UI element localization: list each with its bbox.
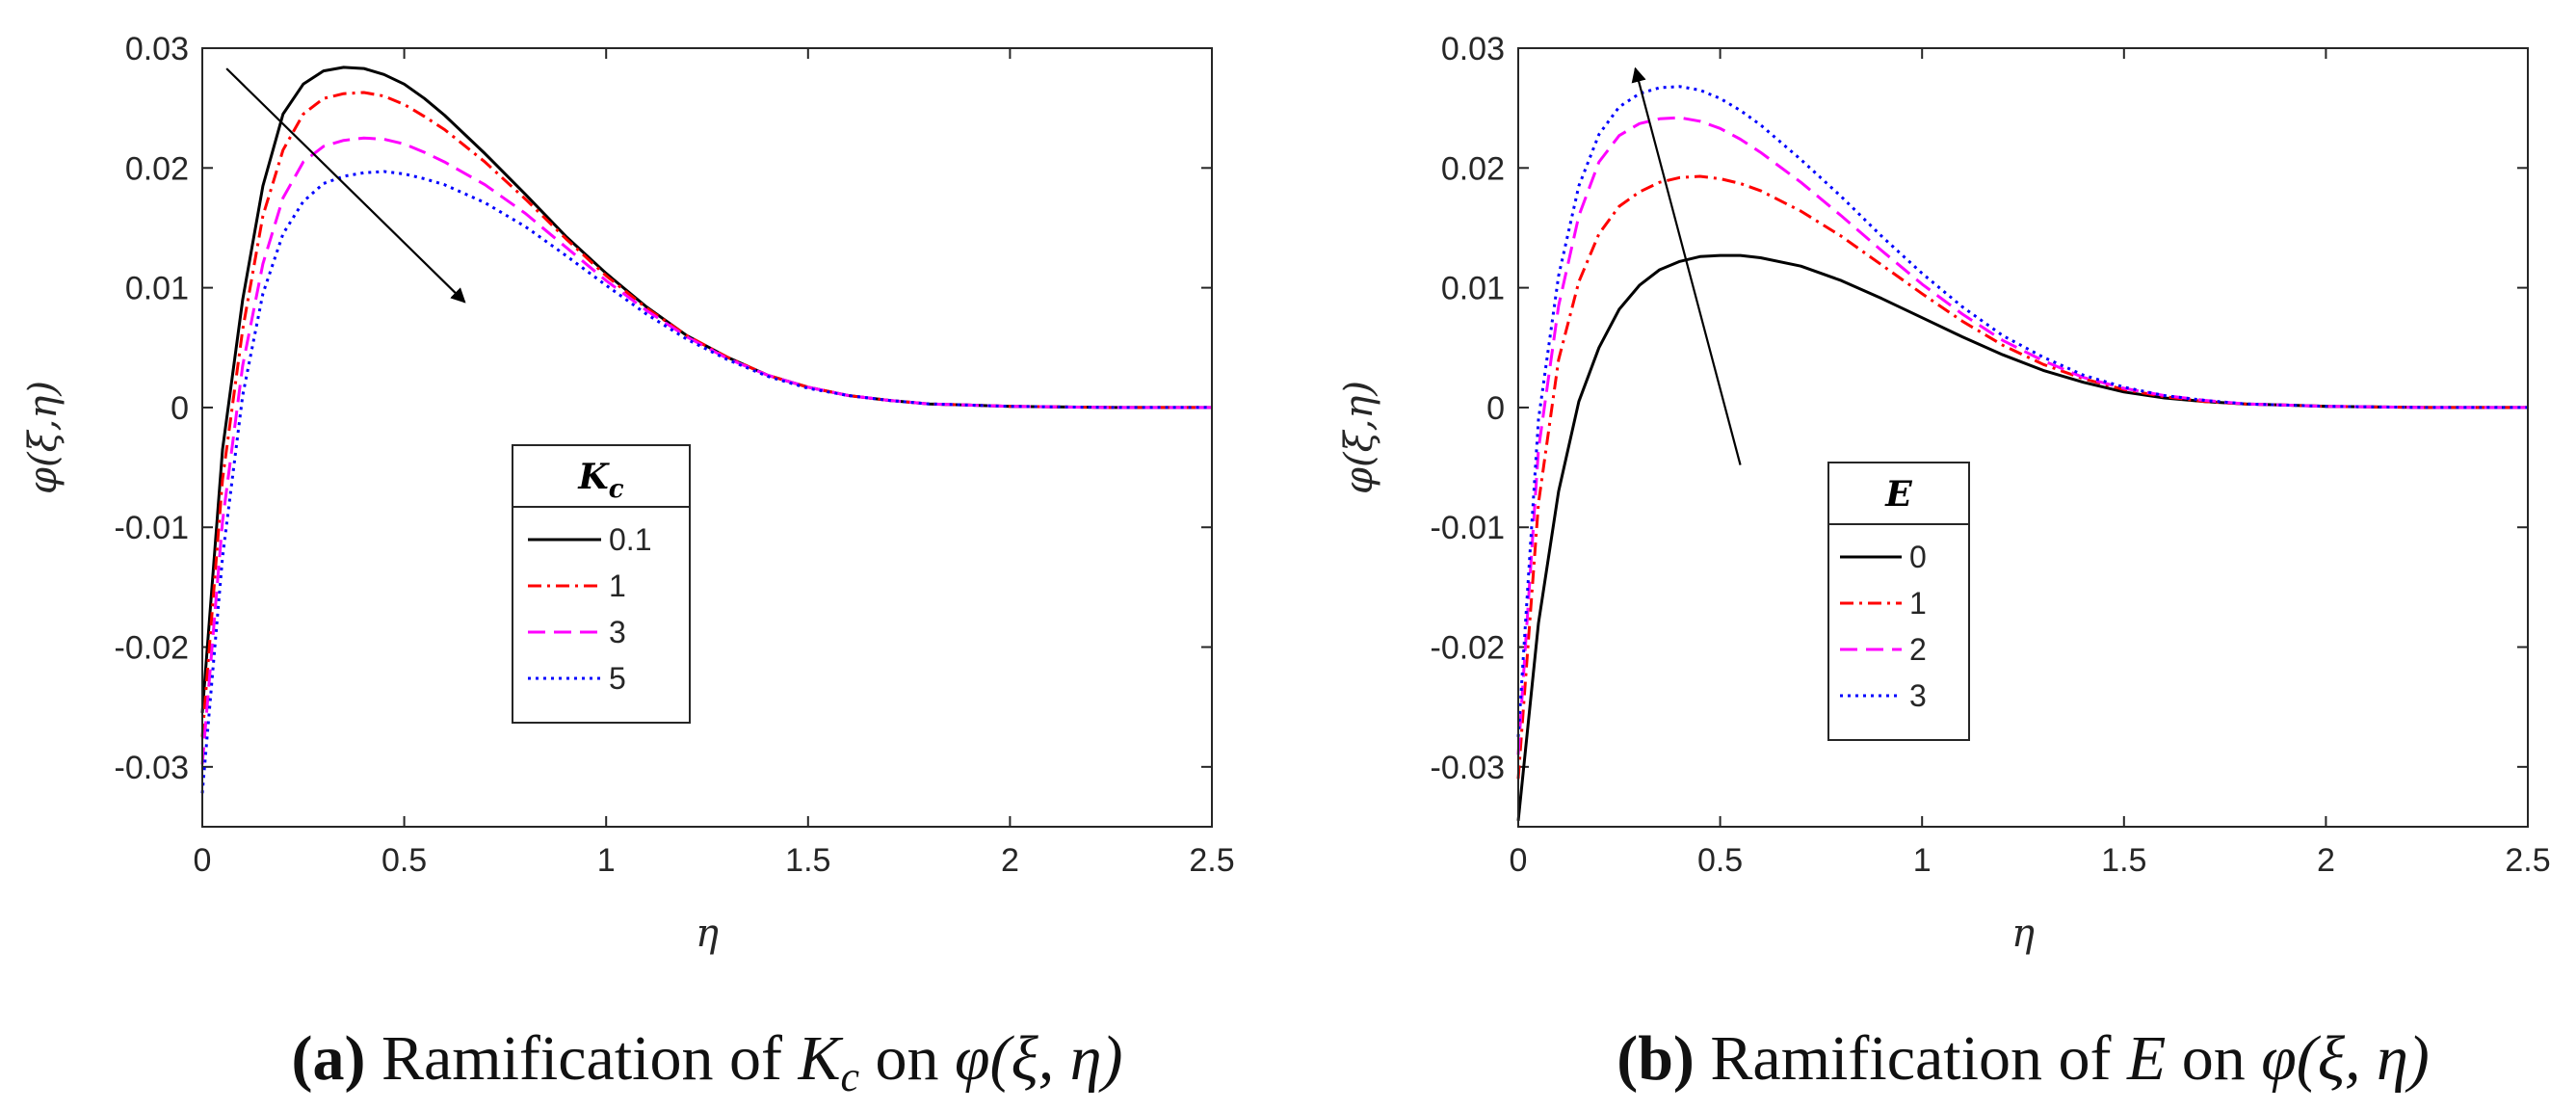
trend-arrow-b bbox=[1631, 66, 1742, 465]
chart-panel-a: 0 0.5 1 1.5 2 2.5 -0.03 -0.02 -0.01 0 0.01 0.02 0.03… bbox=[21, 31, 1235, 1100]
caption-after-b: on bbox=[2166, 1023, 2261, 1094]
series-line-3 bbox=[200, 136, 1212, 765]
legend-label-2: 2 bbox=[1909, 632, 1927, 667]
series-line-2 bbox=[1516, 116, 2528, 755]
caption-math-a: K bbox=[797, 1023, 843, 1094]
x-tick-label: 2.5 bbox=[1189, 842, 1234, 879]
legend-title-main-b: E bbox=[1884, 474, 1912, 515]
x-tick-label: 1 bbox=[1913, 842, 1932, 879]
legend-items-a: 0.1 1 3 5 bbox=[528, 522, 651, 696]
x-tick-label: 0 bbox=[1510, 842, 1528, 879]
caption-tag-a: (a) bbox=[291, 1023, 365, 1094]
legend-title-sub-a: c bbox=[609, 475, 624, 504]
y-tick-label: 0.03 bbox=[125, 31, 189, 67]
x-tick-label: 2.5 bbox=[2505, 842, 2550, 879]
legend-label-0.1: 0.1 bbox=[609, 522, 651, 557]
legend-title-b: E bbox=[1884, 474, 1912, 515]
y-axis-label-a: φ(ξ,η) bbox=[21, 381, 66, 494]
y-tick-label: 0 bbox=[1486, 390, 1505, 427]
caption-after-a: on bbox=[859, 1023, 955, 1094]
trend-arrow-a bbox=[225, 67, 466, 304]
caption-math-b: E bbox=[2126, 1023, 2166, 1094]
legend-label-3: 3 bbox=[609, 615, 626, 649]
legend-title-a: Kc bbox=[577, 457, 623, 504]
legend-title-main-a: K bbox=[577, 457, 610, 497]
y-tick-label: -0.01 bbox=[115, 510, 190, 546]
x-tick-label: 1.5 bbox=[2101, 842, 2146, 879]
y-tick-label: 0 bbox=[171, 390, 189, 427]
plot-frame-b bbox=[1517, 47, 2529, 828]
series-line-0.1 bbox=[200, 66, 1212, 714]
y-tick-label: -0.03 bbox=[1431, 750, 1506, 786]
series-group-a bbox=[200, 66, 1212, 794]
caption-tag-b: (b) bbox=[1617, 1023, 1695, 1094]
caption-a: (a) Ramification of Kc on φ(ξ, η) bbox=[291, 1023, 1122, 1100]
y-tick-label: 0.01 bbox=[1441, 271, 1505, 307]
chart-panel-b: 0 0.5 1 1.5 2 2.5 -0.03 -0.02 -0.01 0 0.01 0.02 0.03… bbox=[1337, 31, 2551, 1094]
y-tick-label: -0.02 bbox=[1431, 630, 1506, 667]
y-tick-label: 0.02 bbox=[1441, 150, 1505, 187]
y-tick-label: 0.02 bbox=[125, 150, 189, 187]
legend-label-1: 1 bbox=[1909, 586, 1927, 621]
x-tick-label: 2 bbox=[2317, 842, 2335, 879]
x-tick-label: 0.5 bbox=[1697, 842, 1743, 879]
y-tick-label: -0.03 bbox=[115, 750, 190, 786]
x-tick-label: 0.5 bbox=[381, 842, 427, 879]
legend-a: Kc 0.1 1 3 5 bbox=[512, 444, 691, 724]
plot-frame-a bbox=[201, 47, 1213, 828]
series-line-1 bbox=[200, 91, 1212, 737]
y-axis-label-b: φ(ξ,η) bbox=[1337, 381, 1381, 494]
x-tick-label: 1.5 bbox=[785, 842, 830, 879]
ticks-b: 0 0.5 1 1.5 2 2.5 -0.03 -0.02 -0.01 0 0.01 0.02 0.03 bbox=[1431, 31, 2551, 879]
legend-items-b: 0 1 2 3 bbox=[1840, 540, 1927, 713]
caption-func-b: φ(ξ, η) bbox=[2261, 1023, 2429, 1094]
caption-func-a: φ(ξ, η) bbox=[955, 1023, 1122, 1094]
caption-math-sub-a: c bbox=[841, 1053, 860, 1100]
series-group-b bbox=[1516, 85, 2528, 821]
y-tick-label: 0.03 bbox=[1441, 31, 1505, 67]
caption-before-b: Ramification of bbox=[1695, 1023, 2127, 1094]
x-tick-label: 2 bbox=[1001, 842, 1019, 879]
y-tick-label: -0.01 bbox=[1431, 510, 1506, 546]
legend-b: E 0 1 2 3 bbox=[1827, 462, 1970, 741]
series-line-3 bbox=[1516, 85, 2528, 737]
y-tick-label: -0.02 bbox=[115, 630, 190, 667]
x-tick-label: 1 bbox=[597, 842, 616, 879]
legend-box-a bbox=[512, 444, 691, 724]
legend-label-0: 0 bbox=[1909, 540, 1927, 574]
x-axis-label-a: η bbox=[696, 912, 719, 956]
y-tick-label: 0.01 bbox=[125, 271, 189, 307]
x-axis-label-b: η bbox=[2011, 912, 2035, 956]
caption-before-a: Ramification of bbox=[365, 1023, 798, 1094]
x-tick-label: 0 bbox=[194, 842, 212, 879]
legend-label-1: 1 bbox=[609, 569, 626, 603]
legend-box-b bbox=[1827, 462, 1970, 741]
legend-label-3: 3 bbox=[1909, 678, 1927, 713]
legend-label-5: 5 bbox=[609, 661, 626, 696]
caption-b: (b) Ramification of E on φ(ξ, η) bbox=[1617, 1023, 2430, 1094]
